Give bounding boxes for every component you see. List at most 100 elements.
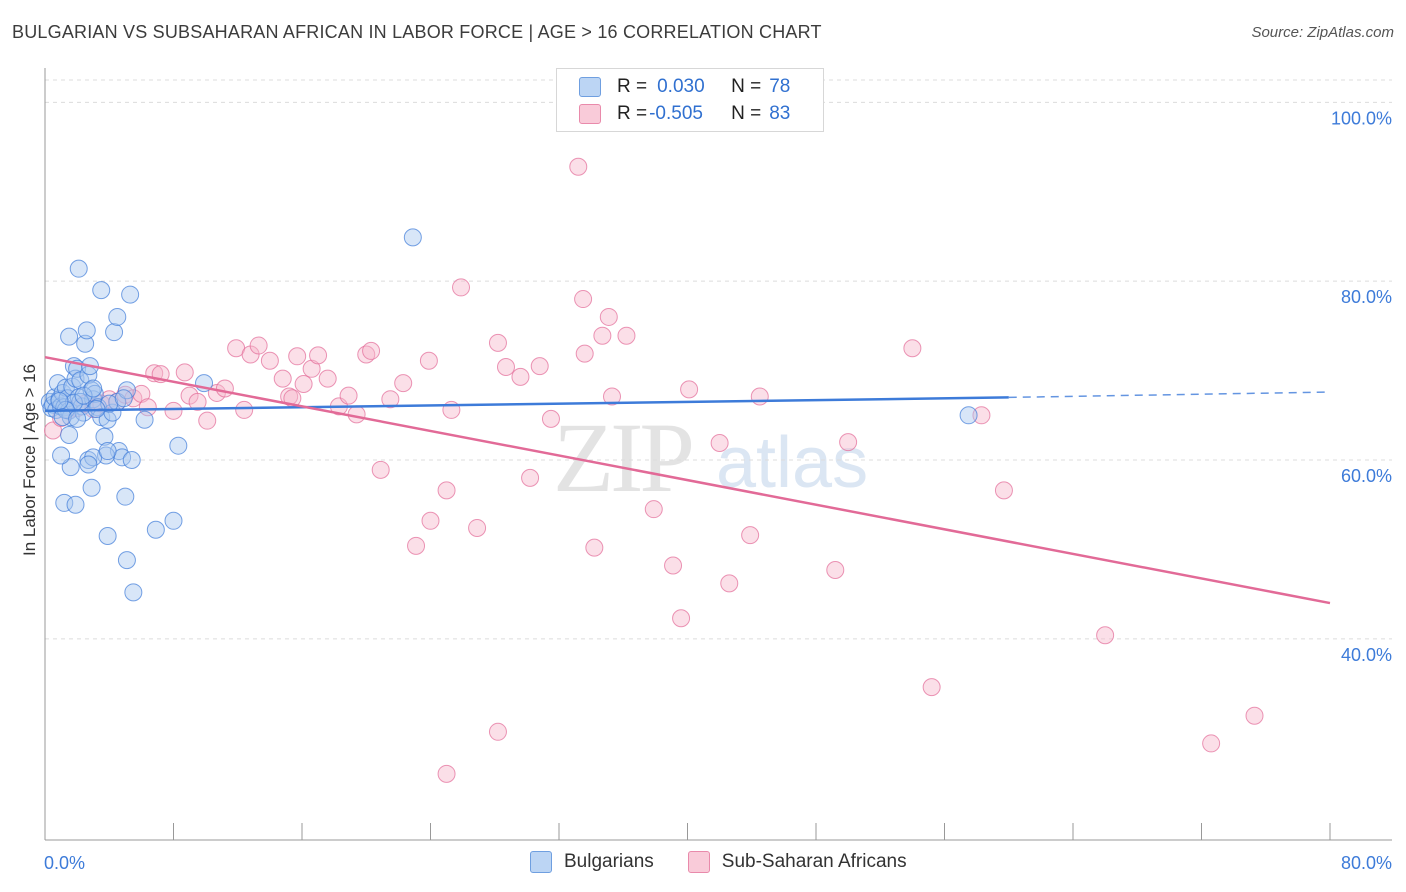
bulgarian-point	[105, 323, 124, 342]
subsaharan-point	[672, 609, 691, 628]
bulgarian-point	[52, 446, 71, 465]
subsaharan-point	[972, 406, 991, 425]
subsaharan-point	[357, 345, 376, 364]
bulgarian-point	[116, 487, 135, 506]
bulgarian-point	[60, 425, 79, 444]
bulgarian-point	[146, 520, 165, 539]
bulgarian-point	[66, 495, 85, 514]
subsaharan-point	[309, 346, 328, 365]
chart-source: Source: ZipAtlas.com	[1251, 24, 1394, 41]
bulgarian-point	[77, 321, 96, 340]
legend-item-subsaharan[interactable]: Sub-Saharan Africans	[687, 851, 907, 873]
x-tick-label: 0.0%	[44, 853, 85, 873]
bulgarian-point	[92, 281, 111, 300]
subsaharan-point	[664, 556, 683, 575]
bulgarian-point	[79, 455, 98, 474]
subsaharan-point	[362, 341, 381, 360]
bulgarian-point	[114, 389, 133, 408]
legend-swatch-bulgarians	[530, 851, 552, 873]
bulgarian-point	[122, 451, 141, 469]
subsaharan-point	[741, 526, 760, 545]
bulgarian-point	[74, 386, 93, 405]
bulgarian-point	[164, 511, 183, 530]
subsaharan-point	[599, 307, 618, 326]
legend-r-value: 0.030	[657, 76, 705, 97]
bulgarian-point	[82, 478, 101, 497]
legend-swatch-subsaharan	[579, 104, 601, 124]
subsaharan-point	[318, 369, 337, 388]
subsaharan-point	[569, 157, 588, 176]
legend-label-bulgarians: Bulgarians	[564, 851, 654, 872]
y-tick-label: 60.0%	[1341, 466, 1392, 486]
legend-r-value: -0.505	[649, 103, 703, 124]
subsaharan-point	[617, 326, 636, 345]
bulgarian-point	[76, 334, 95, 353]
watermark-zip: ZIP	[553, 402, 695, 513]
subsaharan-point	[488, 722, 507, 741]
subsaharan-point	[175, 363, 194, 382]
bulgarian-point	[117, 551, 136, 570]
subsaharan-point	[437, 764, 456, 783]
bulgarian-point	[124, 583, 143, 602]
subsaharan-trendline	[44, 355, 1331, 605]
subsaharan-point	[1096, 626, 1115, 645]
subsaharan-point	[521, 468, 540, 487]
subsaharan-point	[371, 460, 390, 479]
bulgarian-point	[50, 391, 69, 410]
subsaharan-point	[273, 369, 292, 388]
subsaharan-point	[468, 518, 487, 537]
subsaharan-point	[249, 336, 268, 355]
stats-legend: R = 0.030 N = 78 R = -0.505 N = 83	[556, 68, 824, 132]
subsaharan-point	[644, 500, 663, 519]
subsaharan-point	[1202, 734, 1221, 753]
subsaharan-point	[585, 538, 604, 557]
subsaharan-point	[188, 392, 207, 411]
legend-r-label: R =	[617, 103, 648, 124]
subsaharan-point	[496, 358, 515, 377]
subsaharan-point	[288, 347, 307, 366]
subsaharan-point	[593, 326, 612, 345]
bulgarian-point	[95, 427, 114, 446]
subsaharan-point	[488, 333, 507, 352]
bulgarian-point	[403, 228, 422, 247]
subsaharan-point	[680, 380, 699, 399]
subsaharan-point	[421, 511, 440, 530]
chart-title: BULGARIAN VS SUBSAHARAN AFRICAN IN LABOR…	[12, 22, 822, 42]
subsaharan-point	[198, 411, 217, 430]
bulgarian-point	[169, 436, 188, 455]
y-tick-label: 40.0%	[1341, 645, 1392, 665]
bulgarian-point	[60, 327, 79, 346]
subsaharan-point	[339, 386, 358, 405]
subsaharan-point	[750, 387, 769, 406]
subsaharan-point	[1245, 706, 1264, 725]
subsaharan-point	[575, 344, 594, 363]
bulgarian-point	[108, 307, 127, 326]
legend-row-subsaharan: R = -0.505 N = 83	[579, 102, 790, 126]
legend-row-bulgarians: R = 0.030 N = 78	[579, 75, 790, 99]
legend-n-value: 83	[769, 103, 791, 124]
subsaharan-point	[452, 278, 471, 297]
subsaharan-point	[903, 339, 922, 358]
subsaharan-point	[235, 400, 254, 419]
legend-n-label: N =	[731, 76, 762, 97]
legend-label-subsaharan: Sub-Saharan Africans	[721, 851, 907, 872]
subsaharan-point	[922, 678, 941, 697]
subsaharan-point	[437, 481, 456, 500]
legend-n-value: 78	[769, 76, 791, 97]
subsaharan-point	[419, 351, 438, 370]
subsaharan-point	[720, 574, 739, 593]
bulgarian-point	[61, 458, 80, 477]
subsaharan-point	[407, 536, 426, 555]
subsaharan-point	[574, 290, 593, 309]
y-tick-label: 100.0%	[1331, 108, 1392, 128]
bulgarian-point	[69, 259, 88, 278]
subsaharan-point	[260, 351, 279, 370]
subsaharan-point	[511, 367, 530, 386]
subsaharan-point	[394, 374, 413, 393]
bulgarian-point	[55, 493, 74, 512]
series-legend: Bulgarians Sub-Saharan Africans	[530, 851, 941, 873]
bulgarian-point	[79, 451, 98, 469]
subsaharan-point	[541, 409, 560, 428]
legend-item-bulgarians[interactable]: Bulgarians	[530, 851, 654, 873]
legend-swatch-subsaharan	[687, 851, 710, 873]
